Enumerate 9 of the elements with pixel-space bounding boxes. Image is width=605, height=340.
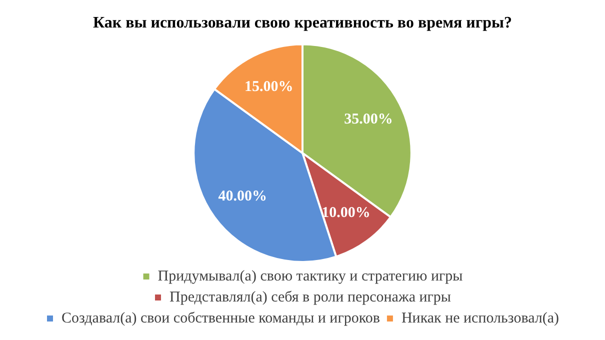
chart-title: Как вы использовали свою креативность во время игры?	[92, 14, 512, 32]
data-label: 40.00%	[218, 188, 267, 204]
data-label: 15.00%	[244, 78, 294, 95]
legend-label: Создавал(а) свои собственные команды и игроков	[62, 310, 380, 326]
data-label: 35.00%	[344, 111, 393, 128]
data-label: 10.00%	[322, 204, 370, 221]
legend-label: Никак не использовал(а)	[401, 310, 560, 326]
legend-label: Придумывал(а) свою тактику и стратегию игры	[158, 268, 463, 284]
legend-label: Представлял(а) себя в роли персонажа игры	[170, 289, 452, 306]
